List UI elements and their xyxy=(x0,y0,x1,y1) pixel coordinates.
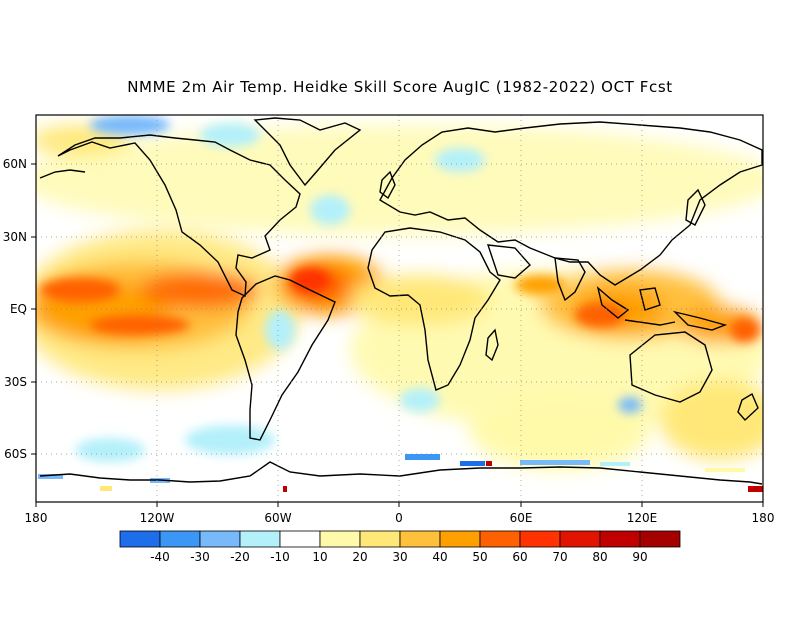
colorbar-label: 70 xyxy=(552,550,567,564)
skill-field-detail xyxy=(40,115,760,462)
lat-label: 30S xyxy=(4,375,27,389)
colorbar-swatch xyxy=(559,530,601,548)
colorbar-label: -40 xyxy=(150,550,170,564)
colorbar-label: 40 xyxy=(432,550,447,564)
lon-label: 180 xyxy=(25,511,48,525)
axis-labels: 60N 30N EQ 30S 60S 180 120W 60W 0 60E 120E 180 xyxy=(3,157,775,525)
lat-label: EQ xyxy=(10,302,27,316)
lon-label: 60W xyxy=(264,511,291,525)
colorbar-label: -10 xyxy=(270,550,290,564)
colorbar-swatch xyxy=(519,530,561,548)
lat-label: 30N xyxy=(3,230,27,244)
colorbar-swatch xyxy=(639,530,681,548)
colorbar-swatch xyxy=(159,530,201,548)
colorbar-label: 50 xyxy=(472,550,487,564)
colorbar-swatch xyxy=(479,530,521,548)
colorbar-label: 80 xyxy=(592,550,607,564)
colorbar-label: 90 xyxy=(632,550,647,564)
colorbar-swatch xyxy=(399,530,441,548)
colorbar-label: 20 xyxy=(352,550,367,564)
graticule xyxy=(36,115,763,502)
colorbar-label: -30 xyxy=(190,550,210,564)
colorbar-label: 10 xyxy=(312,550,327,564)
colorbar-swatch xyxy=(319,530,361,548)
colorbar-swatch xyxy=(279,530,321,548)
lon-label: 180 xyxy=(752,511,775,525)
colorbar-label: 60 xyxy=(512,550,527,564)
skill-field xyxy=(36,115,763,502)
lat-label: 60N xyxy=(3,157,27,171)
map-title: NMME 2m Air Temp. Heidke Skill Score Aug… xyxy=(127,78,673,96)
lon-label: 0 xyxy=(395,511,403,525)
colorbar-swatch xyxy=(119,530,161,548)
colorbar-swatch xyxy=(359,530,401,548)
lon-label: 60E xyxy=(510,511,533,525)
lon-label: 120E xyxy=(627,511,658,525)
lon-label: 120W xyxy=(140,511,175,525)
colorbar-swatch xyxy=(239,530,281,548)
colorbar-swatch xyxy=(199,530,241,548)
colorbar-swatch xyxy=(439,530,481,548)
colorbar: -40 -30 -20 -10 10 20 30 40 50 60 70 80 90 xyxy=(119,530,681,564)
colorbar-label: -20 xyxy=(230,550,250,564)
colorbar-swatch xyxy=(599,530,641,548)
lat-label: 60S xyxy=(4,447,27,461)
colorbar-label: 30 xyxy=(392,550,407,564)
